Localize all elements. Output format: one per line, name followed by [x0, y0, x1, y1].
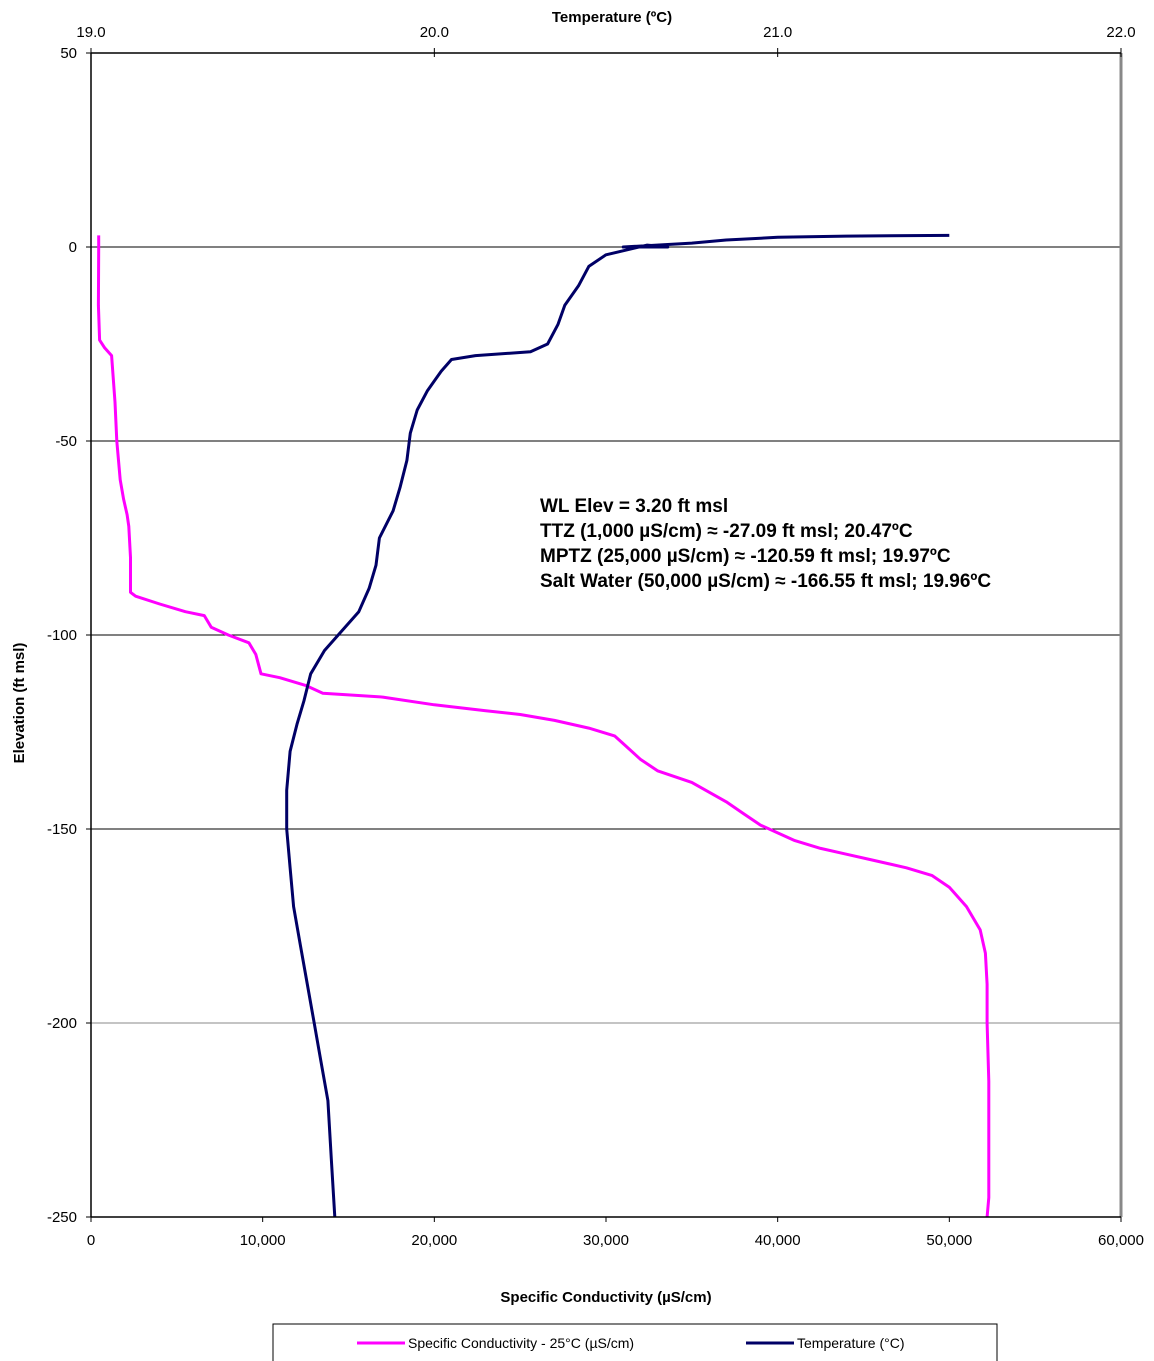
gridlines: [91, 246, 1121, 1024]
bottom-tick-label: 20,000: [411, 1232, 457, 1249]
bottom-tick-label: 50,000: [926, 1232, 972, 1249]
y-axis-title: Elevation (ft msl): [11, 643, 28, 764]
top-axis-title: Temperature (ºC): [552, 9, 672, 26]
annotation-saltwater: Salt Water (50,000 µS/cm) ≈ -166.55 ft m…: [540, 571, 991, 592]
axes: 50 0 -50 -100 -150 -200 -250 0 10,000 20,000 30,00…: [47, 24, 1144, 1249]
series-line-temperature: [285, 233, 950, 1218]
bottom-tick-label: 30,000: [583, 1232, 629, 1249]
bottom-tick-label: 60,000: [1098, 1232, 1144, 1249]
legend-label-conductivity: Specific Conductivity - 25°C (µS/cm): [408, 1335, 634, 1351]
top-tick-label: 22.0: [1106, 24, 1135, 41]
y-tick-label: -250: [47, 1209, 77, 1226]
y-tick-label: 50: [60, 45, 77, 62]
y-tick-label: -100: [47, 627, 77, 644]
bottom-tick-label: 0: [87, 1232, 95, 1249]
y-tick-label: -150: [47, 821, 77, 838]
series-layer: [96, 233, 991, 1218]
annotation-block: WL Elev = 3.20 ft msl TTZ (1,000 µS/cm) …: [540, 496, 991, 592]
y-tick-label: -200: [47, 1015, 77, 1032]
annotation-ttz: TTZ (1,000 µS/cm) ≈ -27.09 ft msl; 20.47…: [540, 521, 913, 542]
top-tick-label: 20.0: [420, 24, 449, 41]
top-tick-label: 19.0: [76, 24, 105, 41]
y-tick-label: 0: [69, 239, 77, 256]
annotation-wl: WL Elev = 3.20 ft msl: [540, 496, 728, 517]
bottom-tick-label: 40,000: [755, 1232, 801, 1249]
legend-label-temperature: Temperature (°C): [797, 1335, 905, 1351]
legend: Specific Conductivity - 25°C (µS/cm) Tem…: [272, 1323, 998, 1361]
top-tick-label: 21.0: [763, 24, 792, 41]
series-line-conductivity: [96, 235, 991, 1218]
annotation-mptz: MPTZ (25,000 µS/cm) ≈ -120.59 ft msl; 19…: [540, 546, 951, 567]
bottom-axis-title: Specific Conductivity (µS/cm): [500, 1289, 711, 1306]
y-tick-label: -50: [55, 433, 77, 450]
bottom-tick-label: 10,000: [240, 1232, 286, 1249]
